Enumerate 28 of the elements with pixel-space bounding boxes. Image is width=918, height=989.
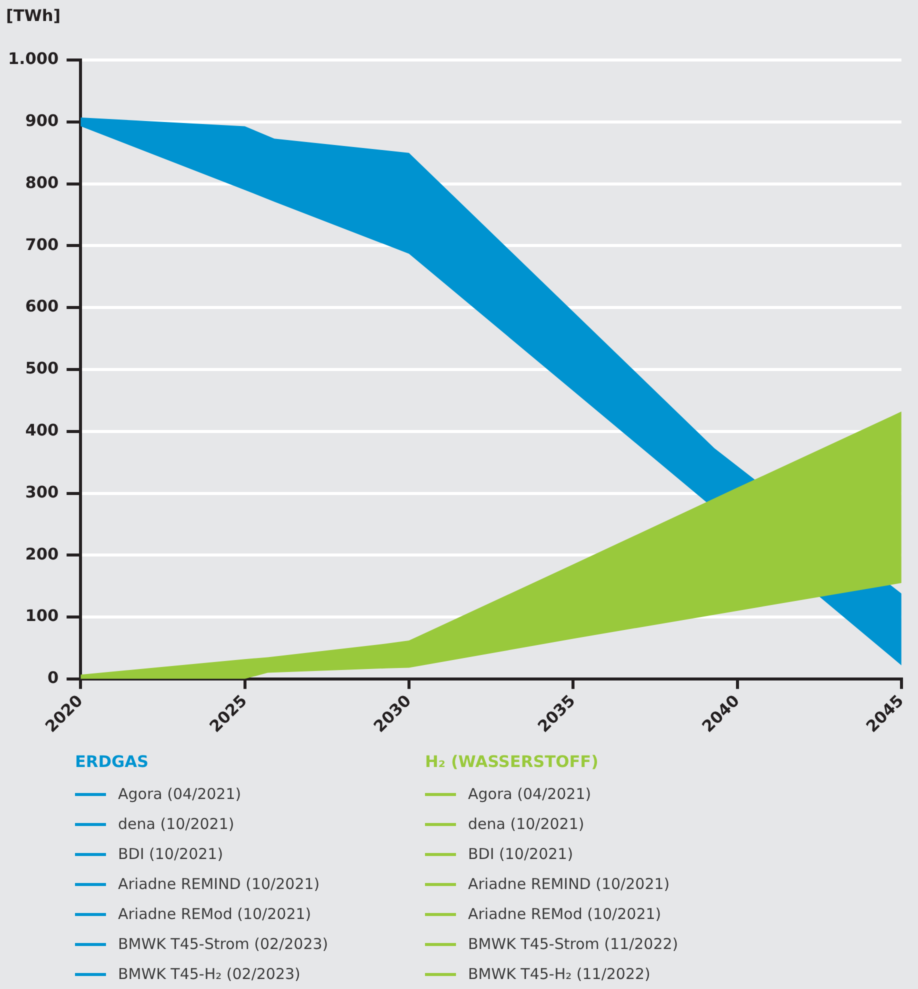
y-axis-title: [TWh] bbox=[6, 6, 61, 25]
text: dena (10/2021) bbox=[118, 815, 234, 833]
text: BMWK T45-Strom (02/2023) bbox=[118, 935, 328, 953]
text: Ariadne REMIND (10/2021) bbox=[468, 875, 670, 893]
y-tick-label: 300 bbox=[25, 482, 59, 502]
text: dena (10/2021) bbox=[468, 815, 584, 833]
y-tick-label: 1.000 bbox=[8, 49, 59, 68]
text: Ariadne REMod (10/2021) bbox=[468, 905, 662, 923]
y-tick-label: 100 bbox=[25, 606, 59, 626]
y-tick-label: 700 bbox=[25, 234, 59, 254]
text: BMWK T45-H₂ (02/2023) bbox=[118, 965, 300, 983]
legend-label: H₂ (WASSERSTOFF) bbox=[425, 752, 600, 771]
text: BDI (10/2021) bbox=[468, 845, 574, 863]
y-tick-label: 200 bbox=[25, 544, 59, 564]
text: BMWK T45-Strom (11/2022) bbox=[468, 935, 678, 953]
y-tick-label: 900 bbox=[25, 111, 59, 130]
y-tick-label: 600 bbox=[25, 296, 59, 316]
text: BMWK T45-H₂ (11/2022) bbox=[468, 965, 650, 983]
text: Ariadne REMIND (10/2021) bbox=[118, 875, 320, 893]
text: Ariadne REMod (10/2021) bbox=[118, 905, 312, 923]
y-tick-label: 0 bbox=[47, 668, 59, 688]
legend-label: ERDGAS bbox=[75, 752, 150, 771]
y-tick-label: 400 bbox=[25, 420, 59, 440]
y-tick-label: 800 bbox=[25, 172, 59, 192]
y-tick-label: 500 bbox=[25, 358, 59, 378]
text: BDI (10/2021) bbox=[118, 845, 224, 863]
text: Agora (04/2021) bbox=[468, 785, 592, 803]
text: Agora (04/2021) bbox=[118, 785, 242, 803]
